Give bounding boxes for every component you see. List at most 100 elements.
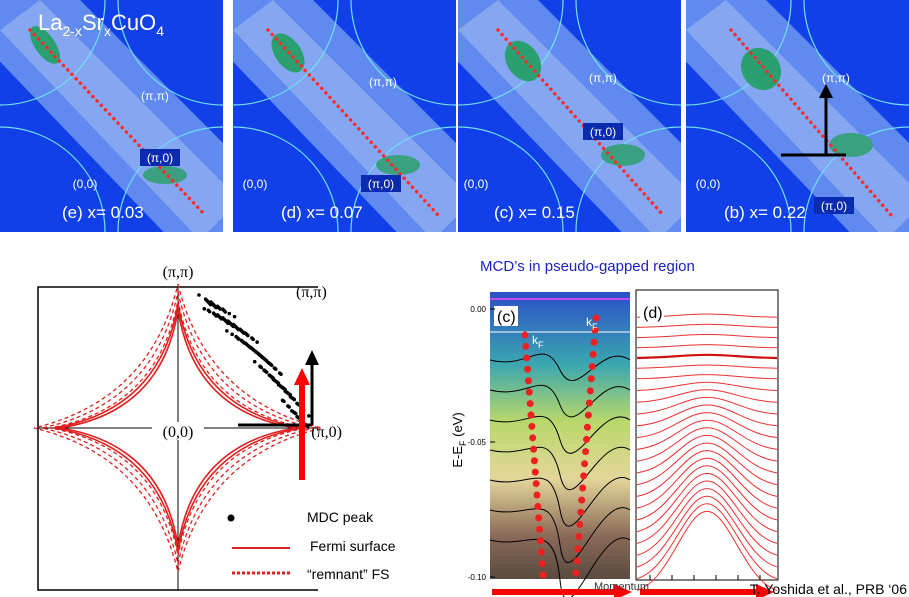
kf-dot	[532, 480, 540, 488]
point-label: (π,π)	[369, 75, 397, 89]
mdc-dot	[243, 341, 248, 346]
kf-dot	[537, 548, 545, 556]
kf-dot	[524, 365, 532, 373]
mdc-dot	[203, 297, 208, 301]
legend-dot	[227, 514, 235, 522]
mdc-dot	[209, 300, 213, 304]
mdc-curve	[636, 404, 778, 427]
kf-dot	[535, 514, 543, 522]
fermi-surface	[53, 303, 303, 553]
mdc-dot	[290, 409, 294, 413]
contour	[489, 537, 631, 597]
mdc-curve	[636, 450, 778, 497]
mdc-dot	[226, 319, 230, 324]
arrow-head	[305, 350, 319, 365]
kf-dot	[539, 571, 547, 579]
label-box	[640, 300, 664, 320]
mdc-dot	[238, 327, 242, 332]
kf-dot	[589, 350, 597, 358]
red-dots	[266, 28, 440, 217]
mdc-curve	[636, 374, 778, 380]
mdc-curve	[636, 442, 778, 486]
spectral-spot	[376, 155, 420, 175]
contour	[489, 384, 631, 418]
y-tick-label: -0.10	[468, 573, 487, 582]
mdc-curve	[636, 364, 778, 369]
mdc-dot	[255, 340, 259, 344]
red-dots	[28, 28, 207, 217]
mdc-dot	[266, 360, 270, 364]
kf-dot	[524, 377, 532, 385]
formula-part: 2-x	[62, 23, 81, 39]
arpes-panel: (π,π) (0,0) (π,0) (e) x= 0.03	[0, 0, 223, 232]
kf-dot	[585, 399, 593, 407]
mdc-dot	[221, 316, 225, 320]
kf-dot	[583, 423, 591, 431]
mdc-curve	[636, 323, 778, 328]
label-box	[494, 306, 518, 326]
kf-dot	[579, 484, 587, 492]
arrow-head	[756, 584, 774, 597]
mdc-dot	[206, 308, 211, 313]
spectral-spot	[601, 144, 645, 166]
contour	[489, 507, 631, 563]
kf-dot	[580, 472, 588, 480]
mdc-dot	[215, 304, 220, 309]
mdc-curve	[636, 427, 778, 462]
fermi-surface	[59, 309, 297, 547]
mdc-dot	[272, 366, 277, 370]
kf-part: F	[538, 340, 544, 350]
kf-dot	[587, 375, 595, 383]
kf-dot	[536, 525, 544, 533]
point-label: (π,π)	[822, 71, 850, 85]
mdc-curve	[636, 419, 778, 450]
legend-label: MDC peak	[307, 509, 374, 525]
legend-label: Fermi surface	[310, 538, 396, 554]
formula-part: 4	[156, 23, 164, 39]
mdc-dot	[239, 338, 244, 343]
mdc-dot	[260, 355, 265, 360]
kf-dot	[588, 363, 596, 371]
point-label: (0,0)	[243, 177, 268, 191]
kf-dot	[590, 338, 598, 346]
mdc-dot	[288, 394, 293, 399]
arrow-head	[294, 368, 310, 385]
kf-dot	[582, 448, 590, 456]
kf-dot	[523, 354, 531, 362]
mdc-dot	[197, 293, 201, 297]
kf-dot	[528, 422, 536, 430]
mdc-dot	[307, 414, 311, 418]
point-label: (π,π)	[163, 264, 194, 281]
point-label: (π,0)	[368, 177, 394, 191]
panel-label: (b) x= 0.22	[724, 203, 806, 222]
arpes-panel: (π,π) (0,0) (π,0) (d) x= 0.07	[233, 0, 456, 232]
arpes-panel: (π,π) (0,0) (π,0) (b) x= 0.22	[686, 0, 909, 232]
kf-dot	[529, 434, 537, 442]
mdc-dot	[286, 404, 290, 408]
kf-dot	[574, 545, 582, 553]
y-label-part: E-E	[450, 446, 465, 468]
spectral-spot	[740, 47, 782, 91]
kf-label: kF	[586, 315, 598, 332]
kf-part: k	[532, 333, 539, 347]
kf-dot	[533, 491, 541, 499]
mdc-curve	[636, 353, 778, 360]
mdc-dot	[267, 373, 272, 377]
label-box	[814, 197, 854, 214]
mdc-curve	[636, 488, 778, 556]
kf-dot	[591, 326, 599, 334]
kf-dot	[530, 457, 538, 465]
label-box	[583, 123, 623, 140]
arpes-panel: (π,π) (0,0) (π,0) (c) x= 0.15	[458, 0, 681, 232]
kf-dot	[525, 388, 533, 396]
panel-label: (d)	[643, 305, 663, 322]
point-label: (π,0)	[821, 199, 847, 213]
kf-dot	[530, 445, 538, 453]
mdc-dot	[258, 364, 262, 369]
mdc-dot	[254, 349, 258, 354]
mdc-dot	[295, 401, 299, 406]
mdc-dot	[295, 414, 299, 419]
mdc-dot	[271, 377, 276, 382]
formula: La2-xSrxCuO4	[38, 10, 164, 39]
formula-part: CuO	[111, 10, 156, 35]
